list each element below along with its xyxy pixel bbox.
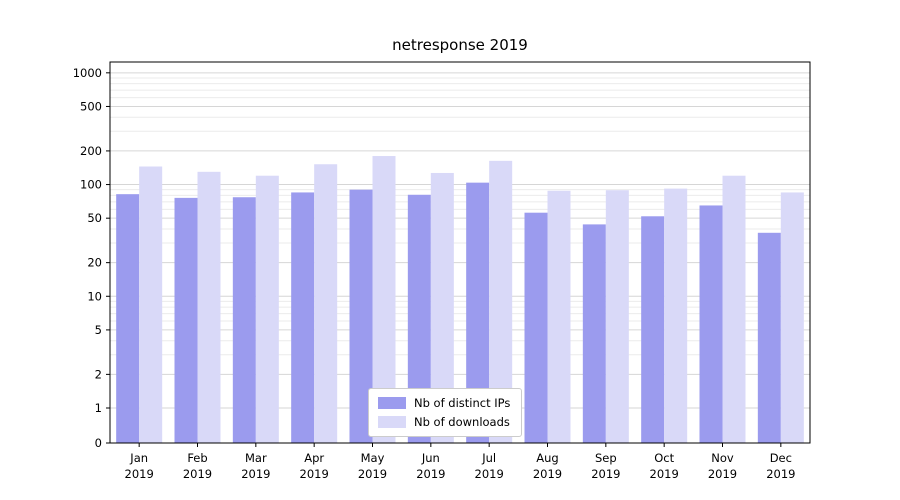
x-tick-label-aug: Aug 2019 — [533, 451, 562, 481]
bar-nb-of-distinct-ips-nov — [699, 205, 723, 443]
y-tick-label: 20 — [87, 256, 102, 270]
y-tick-label: 1000 — [73, 66, 102, 80]
bar-nb-of-downloads-nov — [722, 175, 746, 443]
legend-item-downloads: Nb of downloads — [378, 415, 510, 429]
bar-nb-of-downloads-feb — [197, 171, 221, 443]
chart-title: netresponse 2019 — [392, 36, 528, 54]
bar-nb-of-downloads-sep — [605, 190, 629, 443]
bar-nb-of-distinct-ips-oct — [641, 216, 665, 443]
bar-nb-of-downloads-jul — [489, 160, 513, 443]
y-tick-label: 1 — [95, 401, 102, 415]
y-tick-label: 5 — [95, 323, 102, 337]
y-tick-label: 50 — [87, 211, 102, 225]
bar-nb-of-distinct-ips-jun — [407, 194, 431, 443]
legend-swatch-distinct-ips — [378, 397, 406, 409]
plot-box — [109, 61, 811, 444]
legend-label-distinct-ips: Nb of distinct IPs — [414, 396, 511, 410]
bar-nb-of-downloads-jan — [139, 166, 163, 443]
bar-nb-of-distinct-ips-dec — [757, 232, 781, 443]
bar-nb-of-distinct-ips-feb — [174, 197, 198, 443]
x-tick-label-may: May 2019 — [358, 451, 387, 481]
legend-item-distinct-ips: Nb of distinct IPs — [378, 396, 510, 410]
bar-nb-of-distinct-ips-may — [349, 189, 373, 443]
y-tick-label: 0 — [95, 436, 102, 450]
bar-nb-of-downloads-apr — [314, 164, 338, 444]
x-tick-label-nov: Nov 2019 — [708, 451, 737, 481]
bar-nb-of-downloads-jun — [430, 172, 454, 443]
y-tick-label: 10 — [87, 289, 102, 303]
bar-nb-of-downloads-oct — [664, 188, 688, 443]
x-tick-label-apr: Apr 2019 — [300, 451, 329, 481]
bar-nb-of-downloads-aug — [547, 190, 571, 443]
bar-nb-of-distinct-ips-jul — [466, 182, 490, 443]
bar-nb-of-downloads-dec — [780, 192, 804, 443]
bar-nb-of-distinct-ips-mar — [232, 197, 256, 443]
x-tick-label-dec: Dec 2019 — [766, 451, 795, 481]
x-tick-label-sep: Sep 2019 — [591, 451, 620, 481]
x-tick-label-jul: Jul 2019 — [475, 451, 504, 481]
bar-nb-of-distinct-ips-jan — [116, 194, 140, 443]
x-tick-label-oct: Oct 2019 — [650, 451, 679, 481]
y-tick-label: 2 — [95, 367, 102, 381]
legend: Nb of distinct IPs Nb of downloads — [368, 388, 523, 437]
bar-nb-of-distinct-ips-apr — [291, 192, 315, 443]
x-tick-label-mar: Mar 2019 — [241, 451, 270, 481]
legend-swatch-downloads — [378, 416, 406, 428]
x-tick-label-jan: Jan 2019 — [125, 451, 154, 481]
bar-nb-of-downloads-may — [372, 156, 396, 444]
x-tick-label-feb: Feb 2019 — [183, 451, 212, 481]
x-tick-label-jun: Jun 2019 — [416, 451, 445, 481]
y-tick-label: 100 — [80, 178, 102, 192]
y-tick-label: 200 — [80, 144, 102, 158]
bar-nb-of-downloads-mar — [255, 175, 279, 443]
bar-nb-of-distinct-ips-sep — [582, 224, 606, 443]
legend-label-downloads: Nb of downloads — [414, 415, 510, 429]
bar-nb-of-distinct-ips-aug — [524, 212, 548, 443]
y-tick-label: 500 — [80, 99, 102, 113]
